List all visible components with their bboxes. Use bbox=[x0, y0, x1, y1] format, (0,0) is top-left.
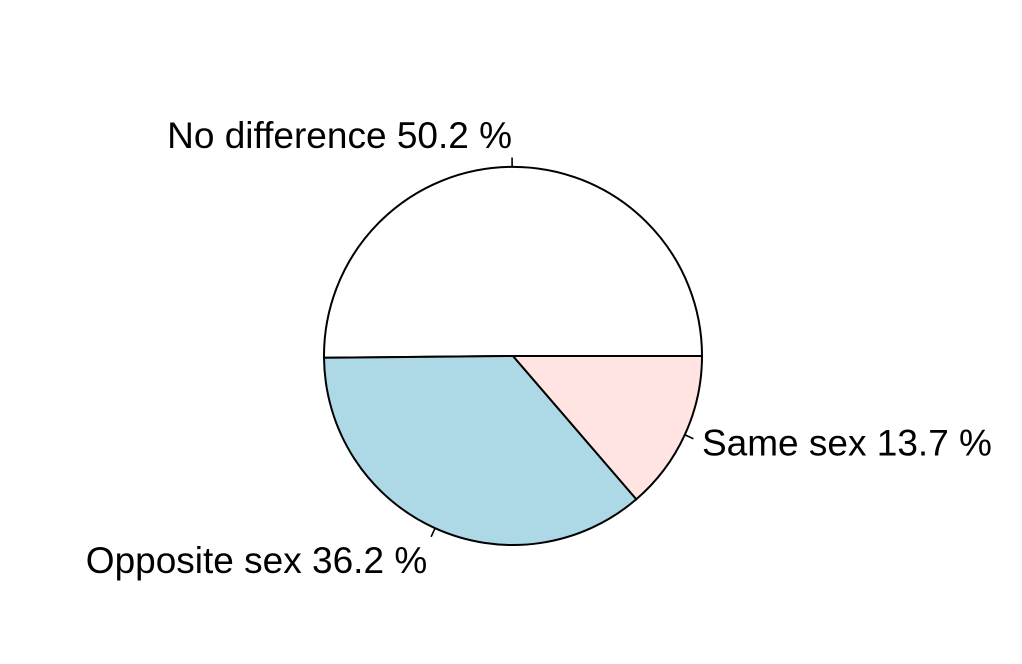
pie-slices bbox=[322, 165, 704, 546]
pie-labels: No difference 50.2 % Opposite sex 36.2 % S… bbox=[86, 115, 992, 581]
leader-line bbox=[430, 527, 436, 538]
label-leader-lines bbox=[430, 157, 694, 538]
leader-line bbox=[684, 434, 694, 440]
pie-slice-same-sex bbox=[510, 355, 704, 501]
pie-label: Opposite sex 36.2 % bbox=[86, 540, 427, 581]
pie-slice-opposite-sex bbox=[322, 354, 638, 546]
pie-label: No difference 50.2 % bbox=[167, 115, 512, 156]
pie-label: Same sex 13.7 % bbox=[702, 423, 992, 464]
pie-slice-no-difference bbox=[323, 165, 704, 359]
